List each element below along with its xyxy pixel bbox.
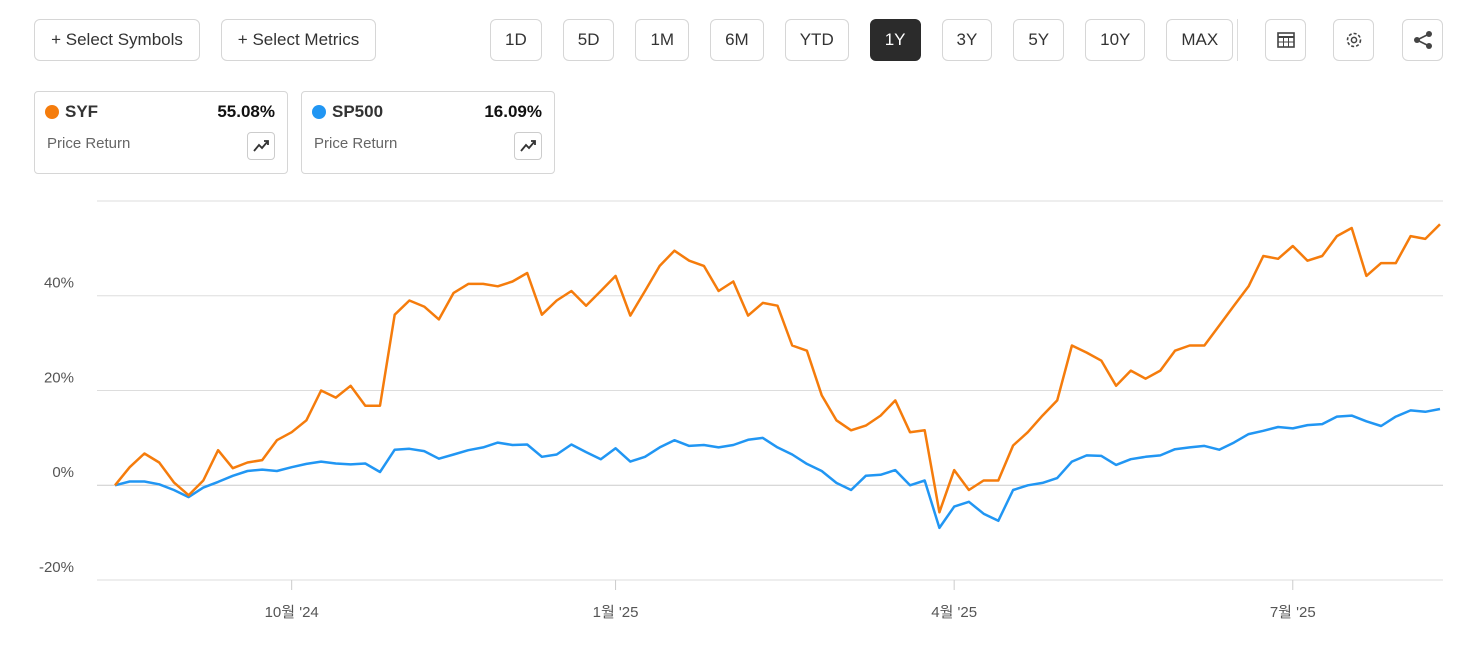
metric-label: Price Return bbox=[47, 135, 131, 152]
trend-icon bbox=[253, 140, 269, 152]
table-button[interactable] bbox=[1265, 19, 1306, 61]
period-selector: 1D 5D 1M 6M YTD 1Y 3Y 5Y 10Y MAX bbox=[490, 19, 1234, 61]
legend-card: SYF 55.08% Price Return bbox=[34, 91, 288, 174]
period-button[interactable]: 6M bbox=[710, 19, 764, 61]
separator bbox=[1237, 19, 1238, 61]
settings-icon bbox=[1346, 32, 1361, 48]
table-icon bbox=[1276, 32, 1295, 48]
y-tick-label: -20% bbox=[39, 559, 74, 576]
legend-marker bbox=[45, 105, 59, 119]
period-button[interactable]: YTD bbox=[784, 19, 849, 61]
series-line bbox=[114, 223, 1441, 514]
series-line bbox=[114, 407, 1441, 530]
x-tick-label: 1월 '25 bbox=[593, 604, 639, 621]
legend-label: SP500 bbox=[332, 102, 384, 121]
trend-icon bbox=[520, 140, 536, 152]
x-tick-label: 7월 '25 bbox=[1270, 604, 1316, 621]
chart-type-button[interactable] bbox=[247, 132, 275, 160]
select-metrics[interactable]: + Select Metrics bbox=[221, 19, 376, 61]
x-tick-label: 4월 '25 bbox=[931, 604, 977, 621]
legend-marker bbox=[312, 105, 326, 119]
share-button[interactable] bbox=[1402, 19, 1443, 61]
period-button[interactable]: 3Y bbox=[941, 19, 993, 61]
period-button[interactable]: MAX bbox=[1166, 19, 1234, 61]
x-tick-label: 10월 '24 bbox=[265, 604, 319, 621]
return-value: 55.08% bbox=[217, 102, 275, 121]
period-button[interactable]: 1M bbox=[635, 19, 690, 61]
settings-button[interactable] bbox=[1333, 19, 1374, 61]
share-icon bbox=[1413, 31, 1432, 49]
period-button[interactable]: 10Y bbox=[1085, 19, 1146, 61]
metric-label: Price Return bbox=[314, 135, 398, 152]
legend-card: SP500 16.09% Price Return bbox=[301, 91, 555, 174]
select-symbols[interactable]: + Select Symbols bbox=[34, 19, 200, 61]
chart-type-button[interactable] bbox=[514, 132, 542, 160]
legend-label: SYF bbox=[65, 102, 99, 121]
period-button[interactable]: 1D bbox=[490, 19, 542, 61]
return-value: 16.09% bbox=[484, 102, 542, 121]
y-tick-label: 40% bbox=[44, 275, 74, 292]
period-button[interactable]: 5Y bbox=[1013, 19, 1065, 61]
period-button[interactable]: 5D bbox=[562, 19, 615, 61]
period-button[interactable]: 1Y bbox=[869, 19, 921, 61]
y-tick-label: 20% bbox=[44, 369, 74, 386]
y-tick-label: 0% bbox=[52, 464, 74, 481]
